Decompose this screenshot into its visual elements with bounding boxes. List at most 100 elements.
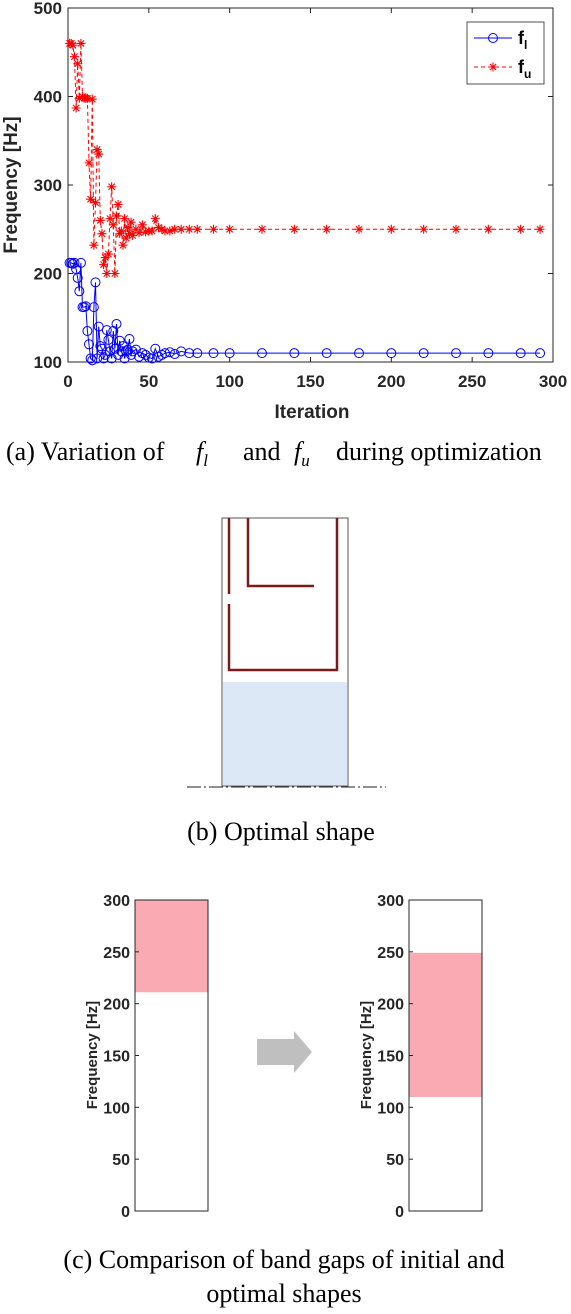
data-point-fl [515, 348, 526, 359]
data-point-fl [74, 286, 85, 297]
data-point-fu [209, 224, 218, 234]
data-point-fu [107, 182, 117, 192]
data-point-fu [102, 269, 112, 278]
data-point-fl [224, 348, 235, 359]
y-axis-label-c1: Frequency [Hz] [84, 1001, 101, 1109]
data-point-fu [84, 158, 94, 168]
data-point-fu [157, 224, 167, 234]
series-line-fl [69, 262, 541, 362]
y-tick-label: 500 [34, 0, 62, 18]
x-ticks-a: 0 50 100 150 200 250 300 [63, 8, 567, 391]
shape-lines [227, 518, 339, 672]
data-point-fu [118, 240, 128, 250]
data-point-fu [99, 260, 109, 270]
data-point-fl [93, 321, 104, 332]
data-point-fl [289, 348, 300, 359]
legend-star-mark [488, 62, 498, 72]
shape-line-inner-l [246, 518, 314, 588]
data-point-fu [108, 220, 118, 230]
y-tick-label: 150 [103, 1049, 130, 1066]
y-ticks-c2: 0 50 100 150 200 250 300 [377, 893, 413, 1221]
data-point-fu [137, 220, 147, 230]
x-tick-label: 200 [377, 372, 405, 391]
band-gap-bar-optimal [409, 952, 482, 1097]
data-point-fl [127, 346, 138, 357]
x-tick-label: 250 [458, 372, 486, 391]
data-point-fu [113, 199, 123, 209]
data-point-fl [95, 341, 106, 352]
data-point-fu [68, 40, 78, 50]
data-point-fl [535, 348, 546, 359]
arrow-right-icon [257, 1031, 312, 1073]
data-point-fu [141, 227, 151, 237]
data-point-fu [97, 229, 107, 239]
data-point-fl [114, 335, 125, 346]
data-point-fu [147, 226, 157, 236]
data-point-fl [124, 333, 135, 344]
data-point-fu [100, 253, 110, 263]
y-axis-label: Frequency [Hz] [1, 116, 22, 253]
y-tick-label: 0 [121, 1204, 130, 1221]
y-tick-label: 150 [377, 1049, 404, 1066]
band-gap-bar-initial [135, 900, 208, 993]
data-point-fu [90, 198, 100, 208]
data-point-fu [289, 224, 299, 234]
data-point-fu [95, 215, 105, 225]
data-point-fl [164, 347, 175, 358]
y-tick-label: 300 [103, 893, 130, 910]
caption-c-line1: (c) Comparison of band gaps of initial a… [63, 1245, 504, 1274]
y-tick-label: 200 [377, 997, 404, 1014]
data-point-fu [74, 93, 84, 103]
data-point-fl [140, 349, 151, 360]
data-point-fu [516, 224, 526, 234]
data-point-fu [257, 224, 267, 234]
data-point-fu [192, 224, 202, 234]
band-gap-optimal: 0 50 100 150 200 250 300 Frequency [Hz] [358, 893, 483, 1221]
data-point-fl [75, 257, 86, 268]
data-point-fl [418, 348, 429, 359]
data-point-fl [122, 344, 133, 355]
data-point-fu [128, 230, 138, 240]
x-tick-label: 150 [296, 372, 324, 391]
data-point-fl [88, 302, 99, 313]
optimal-shape [187, 517, 386, 788]
data-point-fu [71, 103, 81, 113]
data-point-fu [322, 224, 332, 234]
data-point-fu [94, 149, 104, 159]
data-point-fl [130, 344, 141, 355]
data-point-fu [76, 38, 86, 48]
data-point-fu [354, 224, 364, 234]
y-tick-label: 0 [395, 1204, 404, 1221]
data-point-fl [147, 353, 158, 364]
data-point-fl [84, 339, 95, 350]
y-tick-label: 300 [377, 893, 404, 910]
data-point-fl [451, 348, 461, 359]
legend-marker-fu [488, 62, 498, 72]
data-point-fu [176, 224, 186, 234]
data-point-fu [131, 224, 141, 234]
data-point-fu [73, 59, 83, 69]
data-point-fl [192, 348, 203, 359]
data-point-fl [79, 302, 90, 313]
y-ticks-c1: 0 50 100 150 200 250 300 [103, 893, 139, 1221]
caption-a: (a) Variation of fl and fu during optimi… [6, 437, 542, 472]
data-point-fu [105, 214, 115, 224]
data-point-fu [165, 226, 175, 236]
data-point-fu [126, 217, 136, 227]
data-point-fl [160, 348, 170, 359]
data-point-fu [87, 94, 97, 104]
data-point-fu [115, 229, 125, 239]
data-point-fu [170, 224, 180, 234]
y-tick-label: 50 [386, 1152, 404, 1169]
y-tick-label: 200 [103, 997, 130, 1014]
y-axis-label-c2: Frequency [Hz] [358, 1001, 375, 1109]
data-point-fl [257, 348, 267, 359]
data-point-fu [386, 224, 396, 234]
data-point-fl [111, 318, 122, 329]
data-point-fl [105, 346, 116, 357]
shape-fill-region [223, 682, 347, 785]
data-point-fu [69, 52, 79, 62]
data-point-fu [116, 226, 126, 236]
data-point-fl [90, 277, 101, 288]
data-point-fl [153, 351, 164, 362]
